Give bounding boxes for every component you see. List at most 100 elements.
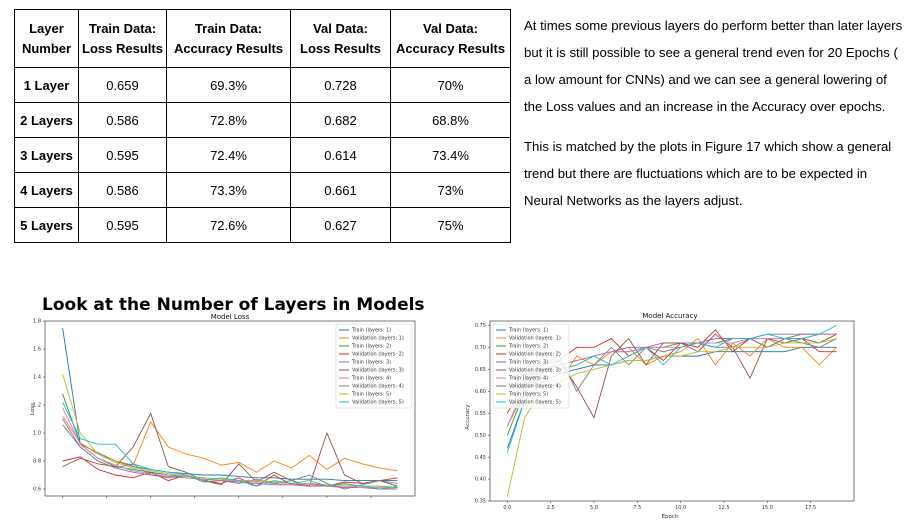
accuracy-plot-frame (489, 320, 855, 502)
header-train-accuracy: Train Data: Accuracy Results (166, 9, 291, 68)
train-acc-cell: 69.3% (166, 67, 291, 103)
loss-series-line (62, 407, 398, 490)
acc-legend-entry: Validation (layers: 2) (509, 352, 561, 358)
acc-x-tick-label: 2.5 (547, 505, 555, 511)
loss-legend-entry: Train (layers: 5) (351, 392, 391, 398)
train-acc-cell: 73.3% (166, 172, 291, 208)
acc-x-tick-label: 17.5 (805, 505, 816, 511)
figure-title: Look at the Number of Layers in Models (42, 295, 425, 315)
acc-x-tick-label: 7.5 (633, 505, 641, 511)
acc-y-tick-label: 0.40 (475, 477, 486, 483)
train-loss-cell: 0.595 (78, 207, 167, 243)
train-loss-cell: 0.659 (78, 67, 167, 103)
loss-legend-entry: Train (layers: 1) (351, 328, 391, 334)
loss-y-tick-label: 1.8 (33, 319, 41, 325)
train-acc-cell: 72.6% (166, 207, 291, 243)
table-row: 4 Layers 0.586 73.3% 0.661 73% (14, 172, 511, 208)
acc-legend-box (492, 323, 570, 409)
loss-legend-entry: Train (layers: 2) (351, 344, 391, 350)
accuracy-y-label: Accuracy (465, 404, 471, 430)
train-loss-cell: 0.586 (78, 102, 167, 138)
table-row: 3 Layers 0.595 72.4% 0.614 73.4% (14, 137, 511, 173)
val-loss-cell: 0.661 (290, 172, 391, 208)
val-loss-cell: 0.682 (290, 102, 391, 138)
row-label: 1 Layer (14, 67, 79, 103)
loss-series-line (62, 418, 398, 490)
acc-legend-entry: Validation (layers: 1) (509, 336, 561, 342)
paragraph-trend: At times some previous layers do perform… (524, 18, 903, 114)
acc-x-tick-label: 5.0 (590, 505, 598, 511)
train-acc-cell: 72.4% (166, 137, 291, 173)
loss-legend-entry: Validation (layers: 3) (352, 368, 404, 374)
loss-legend-entry: Validation (layers: 4) (352, 384, 404, 390)
acc-x-tick-label: 10.0 (675, 505, 686, 511)
acc-x-tick-label: 12.5 (718, 505, 729, 511)
acc-legend-entry: Validation (layers: 4) (509, 384, 561, 390)
loss-plot-frame (44, 320, 416, 497)
table-row: 2 Layers 0.586 72.8% 0.682 68.8% (14, 102, 511, 138)
table-row: 5 Layers 0.595 72.6% 0.627 75% (14, 207, 511, 243)
val-acc-cell: 73.4% (390, 137, 511, 173)
table-row: 1 Layer 0.659 69.3% 0.728 70% (14, 67, 511, 103)
val-acc-cell: 75% (390, 207, 511, 243)
loss-series-line (62, 374, 398, 490)
results-table: Layer Number Train Data: Loss Results Trai… (14, 9, 511, 243)
train-acc-cell: 72.8% (166, 102, 291, 138)
header-layer-number: Layer Number (14, 9, 79, 68)
loss-legend-entry: Train (layers: 3) (351, 360, 391, 366)
loss-y-tick-label: 0.6 (33, 487, 41, 493)
acc-legend-entry: Train (layers: 3) (508, 360, 548, 366)
loss-y-tick-label: 0.8 (33, 459, 41, 465)
loss-y-tick-label: 1.6 (33, 347, 41, 353)
acc-y-tick-label: 0.35 (475, 499, 486, 505)
loss-series-line (62, 415, 398, 473)
row-label: 4 Layers (14, 172, 79, 208)
val-acc-cell: 68.8% (390, 102, 511, 138)
val-loss-cell: 0.627 (290, 207, 391, 243)
acc-legend-entry: Train (layers: 5) (508, 392, 548, 398)
explanation-text: At times some previous layers do perform… (524, 12, 904, 227)
loss-series-line (62, 402, 398, 490)
loss-y-tick-label: 1.0 (33, 431, 41, 437)
header-val-loss: Val Data: Loss Results (290, 9, 391, 68)
acc-legend-entry: Train (layers: 1) (508, 328, 548, 334)
row-label: 2 Layers (14, 102, 79, 138)
loss-chart: Model Loss Loss 0.6 0.8 1.0 1.2 1.4 1.6 1.8 Tr… (30, 313, 416, 498)
val-loss-cell: 0.614 (290, 137, 391, 173)
acc-legend-entry: Train (layers: 4) (508, 376, 548, 382)
loss-series-line (62, 424, 398, 490)
row-label: 3 Layers (14, 137, 79, 173)
acc-legend-entry: Validation (layers: 5) (509, 400, 561, 406)
loss-y-label: Loss (30, 403, 36, 415)
acc-y-tick-label: 0.50 (475, 433, 486, 439)
val-acc-cell: 70% (390, 67, 511, 103)
loss-legend-entry: Validation (layers: 1) (352, 336, 404, 342)
train-loss-cell: 0.586 (78, 172, 167, 208)
acc-legend-entry: Validation (layers: 3) (509, 368, 561, 374)
loss-legend-entry: Validation (layers: 5) (352, 400, 404, 406)
loss-legend-entry: Train (layers: 4) (351, 376, 391, 382)
loss-y-tick-label: 1.4 (33, 375, 41, 381)
acc-y-tick-label: 0.65 (475, 367, 486, 373)
acc-legend-entry: Train (layers: 2) (508, 344, 548, 350)
row-label: 5 Layers (14, 207, 79, 243)
loss-chart-title: Model Loss (211, 313, 250, 321)
accuracy-x-label: Epoch (662, 514, 679, 520)
loss-y-tick-label: 1.2 (33, 403, 41, 409)
acc-y-tick-label: 0.70 (475, 345, 486, 351)
loss-legend-entry: Validation (layers: 2) (352, 352, 404, 358)
acc-x-tick-label: 15.0 (762, 505, 773, 511)
train-loss-cell: 0.595 (78, 137, 167, 173)
val-acc-cell: 73% (390, 172, 511, 208)
header-train-loss: Train Data: Loss Results (78, 9, 167, 68)
val-loss-cell: 0.728 (290, 67, 391, 103)
loss-legend-box (335, 323, 413, 409)
acc-y-tick-label: 0.45 (475, 455, 486, 461)
acc-x-tick-label: 0.0 (503, 505, 511, 511)
paragraph-figure: This is matched by the plots in Figure 1… (524, 139, 892, 208)
accuracy-chart: Model Accuracy Accuracy Epoch 0.35 0.40 0.… (465, 312, 855, 520)
header-val-accuracy: Val Data: Accuracy Results (390, 9, 511, 68)
acc-y-tick-label: 0.75 (475, 323, 486, 329)
acc-y-tick-label: 0.60 (475, 389, 486, 395)
acc-y-tick-label: 0.55 (475, 411, 486, 417)
